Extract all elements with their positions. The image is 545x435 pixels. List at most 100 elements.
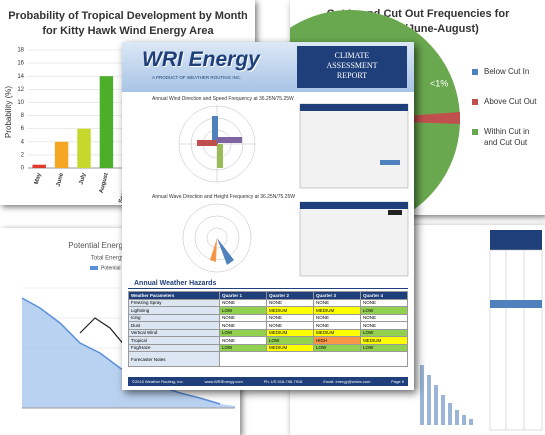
table-cell: NONE — [219, 298, 267, 307]
frequency-chart — [420, 230, 543, 431]
y-tick-label: 10 — [17, 100, 24, 106]
y-tick-label: 12 — [17, 87, 24, 93]
footer-item: www.WRIEnergy.com — [204, 379, 243, 384]
hazards-wrap: Weather Parameters Quarter 1 Quarter 2 Quar… — [122, 289, 414, 369]
brand: WRI Energy — [142, 48, 260, 71]
header-cell: Quarter 3 — [312, 291, 361, 300]
bar — [77, 128, 91, 168]
notes-cell — [219, 351, 408, 367]
header-cell: Quarter 1 — [219, 291, 267, 300]
table-row: Freezing Spray NONE NONE NONE NONE — [127, 298, 409, 307]
table-cell: LOW — [359, 306, 409, 315]
y-axis-label: Probability (%) — [4, 86, 13, 138]
section-heading: Annual Wave Direction and Height Frequen… — [152, 194, 295, 200]
wave-rose — [182, 201, 409, 277]
legend-swatch — [90, 266, 98, 270]
table-cell: NONE — [266, 298, 314, 307]
y-tick-label: 0 — [21, 166, 25, 172]
table-cell: NONE — [312, 298, 361, 307]
footer-item: ©2015 Weather Routing, Inc. — [132, 379, 184, 384]
report-header: WRI Energy A PRODUCT OF WEATHER ROUTING … — [122, 42, 414, 92]
legend-label: Within Cut in and Cut Out — [484, 127, 529, 147]
legend-label: Potential Energy — [101, 265, 138, 271]
report-page: WRI Energy A PRODUCT OF WEATHER ROUTING … — [122, 42, 414, 390]
header-cell: Quarter 2 — [266, 291, 314, 300]
table-cell: NONE — [359, 321, 409, 330]
table-cell: LOW — [359, 328, 409, 337]
y-tick-label: 8 — [21, 113, 25, 119]
line-shape — [21, 297, 221, 405]
chart-title: Probability of Tropical Development by M… — [8, 10, 248, 22]
table-cell: Lightning — [127, 306, 221, 315]
legend-line: Within Cut in — [484, 127, 529, 136]
legend-swatch — [472, 99, 478, 105]
pie-annotation: <1% — [430, 78, 448, 88]
table-cell: Vertical Wind — [127, 328, 221, 337]
table-row: Vertical Wind LOW MEDIUM MEDIUM LOW — [127, 328, 409, 337]
chart-subtitle: Total Energy Potential — [91, 256, 149, 262]
y-tick-label: 18 — [17, 48, 24, 54]
table-cell: LOW — [219, 343, 267, 352]
legend: Below Cut In Above Cut Out Within Cut in an… — [472, 67, 537, 147]
report-title-line: ASSESSMENT — [326, 61, 378, 70]
table-row: Lightning LOW MEDIUM MEDIUM LOW — [127, 306, 409, 315]
footer-item: Page 5 — [391, 379, 404, 384]
chart-title: Potential Energy Forecast for — [68, 241, 172, 250]
report-title-line: CLIMATE — [334, 51, 370, 60]
footer-item: Ph: US 518-798-7918 — [263, 379, 303, 384]
x-tick-label: June — [56, 172, 66, 188]
legend-swatch — [472, 129, 478, 135]
table-cell: LOW — [312, 343, 361, 352]
area-shape — [22, 298, 235, 408]
hazards-table: Weather Parameters Quarter 1 Quarter 2 Quar… — [127, 291, 409, 367]
x-tick-label: May — [34, 172, 43, 185]
legend-swatch — [472, 69, 478, 75]
bar — [32, 164, 46, 168]
table-cell: NONE — [312, 313, 361, 322]
section-heading: Annual Wind Direction and Speed Frequenc… — [152, 96, 294, 102]
y-tick-label: 14 — [17, 74, 24, 80]
table-cell: MEDIUM — [312, 306, 361, 315]
table-cell: LOW — [266, 336, 314, 345]
bar — [99, 76, 114, 168]
table-cell: NONE — [219, 336, 267, 345]
x-tick-label: August — [99, 172, 110, 194]
table-cell: NONE — [266, 321, 314, 330]
table-cell: NONE — [359, 298, 409, 307]
chart-title: for Kitty Hawk Wind Energy Area — [42, 25, 214, 37]
legend-label: Above Cut Out — [484, 97, 537, 106]
table-cell: Icing — [127, 313, 221, 322]
x-tick-label: July — [79, 172, 88, 186]
bar — [54, 141, 69, 168]
report-title-line: REPORT — [336, 71, 368, 80]
table-cell: MEDIUM — [359, 336, 409, 345]
table-row: Fog/Haze LOW MEDIUM LOW LOW — [127, 343, 409, 352]
table-cell: MEDIUM — [266, 343, 314, 352]
section-heading: Annual Weather Hazards — [128, 278, 408, 289]
table-header — [490, 230, 542, 250]
table-cell: Dust — [127, 321, 221, 330]
footer-item: Email: energy@wriwx.com — [323, 379, 371, 384]
table-cell: NONE — [312, 321, 361, 330]
table-cell: HIGH — [312, 336, 361, 345]
table-row: Dust NONE NONE NONE NONE — [127, 321, 409, 330]
table-cell: NONE — [359, 313, 409, 322]
table-cell: MEDIUM — [266, 328, 314, 337]
table-cell: LOW — [359, 343, 409, 352]
report-title: CLIMATE ASSESSMENT REPORT — [297, 46, 407, 88]
notes-label: Forecaster Notes — [127, 351, 221, 367]
table-cell: MEDIUM — [266, 306, 314, 315]
header-cell: Quarter 4 — [359, 291, 409, 300]
table-cell: NONE — [266, 313, 314, 322]
y-tick-label: 6 — [21, 126, 25, 132]
y-tick-label: 16 — [17, 61, 24, 67]
header-cell: Weather Parameters — [127, 291, 221, 300]
y-tick-label: 4 — [21, 139, 25, 145]
table-cell: NONE — [219, 321, 267, 330]
table-row: Weather Parameters Quarter 1 Quarter 2 Quar… — [127, 291, 409, 300]
table-row: Tropical NONE LOW HIGH MEDIUM — [127, 336, 409, 345]
table-cell: Freezing Spray — [127, 298, 221, 307]
table-grid — [489, 249, 543, 431]
table-cell: MEDIUM — [312, 328, 361, 337]
